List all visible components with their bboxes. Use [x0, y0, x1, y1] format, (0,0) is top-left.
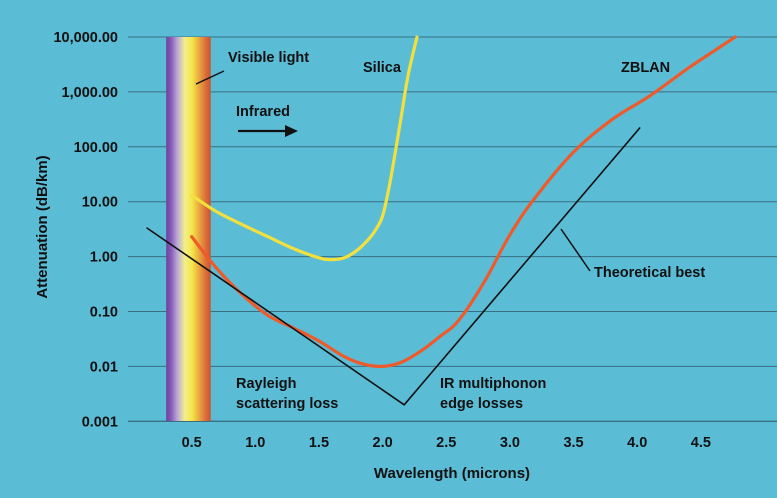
x-tick-label: 2.0 — [373, 435, 393, 451]
y-tick-label: 10,000.00 — [53, 30, 118, 46]
x-tick-label: 3.0 — [500, 435, 520, 451]
x-axis: 0.5 1.0 1.5 2.0 2.5 3.0 3.5 4.0 4.5 — [182, 435, 711, 451]
x-tick-label: 3.5 — [563, 435, 583, 451]
rayleigh-label-line1: Rayleigh — [236, 376, 296, 392]
y-tick-label: 1,000.00 — [62, 85, 118, 101]
x-tick-label: 1.0 — [245, 435, 265, 451]
visible-light-band — [166, 37, 211, 421]
y-axis: 0.001 0.01 0.10 1.00 10.00 100.00 1,000.00 10,0… — [53, 30, 118, 430]
ir-multiphonon-label-line1: IR multiphonon — [440, 376, 546, 392]
infrared-arrow-icon — [285, 125, 298, 137]
x-tick-label: 1.5 — [309, 435, 329, 451]
y-tick-label: 1.00 — [90, 250, 118, 266]
y-tick-label: 0.01 — [90, 359, 118, 375]
y-tick-label: 0.001 — [82, 414, 118, 430]
y-tick-label: 100.00 — [74, 140, 118, 156]
x-tick-label: 2.5 — [436, 435, 456, 451]
x-axis-title: Wavelength (microns) — [374, 465, 530, 482]
y-tick-label: 10.00 — [82, 195, 118, 211]
grid — [128, 37, 777, 421]
theoretical-best-pointer — [561, 229, 590, 271]
x-tick-label: 0.5 — [182, 435, 202, 451]
infrared-label: Infrared — [236, 104, 290, 120]
ir-multiphonon-label-line2: edge losses — [440, 396, 523, 412]
silica-label: Silica — [363, 60, 402, 76]
y-tick-label: 0.10 — [90, 305, 118, 321]
x-tick-label: 4.5 — [691, 435, 711, 451]
theoretical-best-label: Theoretical best — [594, 265, 705, 281]
zblan-label: ZBLAN — [621, 60, 670, 76]
visible-light-label: Visible light — [228, 50, 309, 66]
y-axis-title: Attenuation (dB/km) — [34, 155, 51, 298]
x-tick-label: 4.0 — [627, 435, 647, 451]
rayleigh-label-line2: scattering loss — [236, 396, 338, 412]
